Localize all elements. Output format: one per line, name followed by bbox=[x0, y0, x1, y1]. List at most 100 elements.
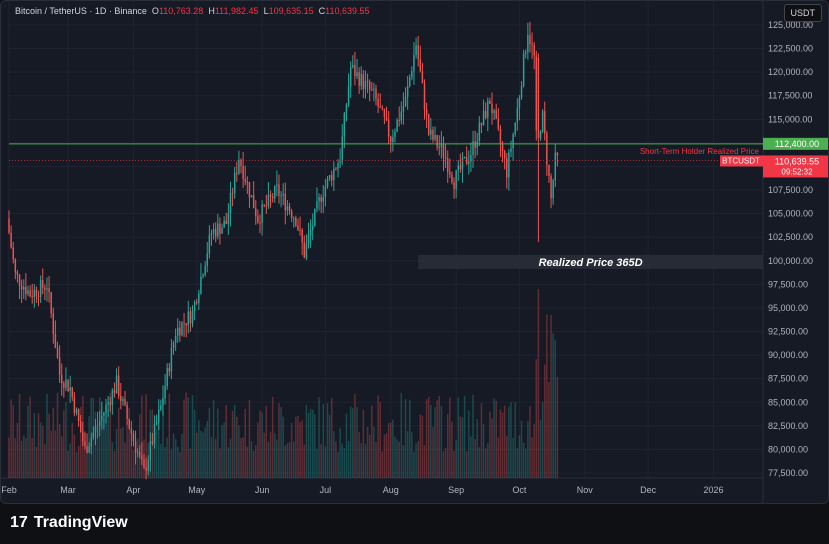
candle-body bbox=[58, 357, 61, 375]
volume-bar bbox=[531, 437, 533, 478]
volume-bar bbox=[263, 432, 265, 478]
volume-bar bbox=[172, 433, 175, 478]
candle-body bbox=[202, 275, 204, 277]
candle-body bbox=[375, 88, 377, 99]
volume-bar bbox=[548, 382, 550, 478]
candle-body bbox=[257, 216, 259, 223]
candle-body bbox=[482, 110, 485, 125]
volume-bar bbox=[455, 439, 457, 478]
brand-name[interactable]: TradingView bbox=[33, 514, 128, 531]
volume-bar bbox=[46, 394, 48, 478]
candle-body bbox=[23, 287, 25, 290]
candle-body bbox=[271, 196, 274, 199]
candle-body bbox=[390, 136, 392, 142]
volume-bar bbox=[105, 405, 107, 478]
volume-bar bbox=[535, 359, 538, 478]
volume-bar bbox=[362, 409, 365, 478]
candle-body bbox=[236, 172, 238, 174]
candle-body bbox=[476, 141, 478, 148]
volume-bar bbox=[107, 408, 109, 478]
candle-body bbox=[69, 387, 71, 391]
candle-body bbox=[470, 154, 472, 162]
candle-body bbox=[387, 119, 390, 137]
candle-body bbox=[174, 335, 177, 343]
candle-body bbox=[322, 197, 325, 202]
candle-body bbox=[320, 197, 322, 202]
candle-body bbox=[362, 74, 365, 89]
candle-body bbox=[339, 161, 341, 163]
candle-body bbox=[179, 327, 181, 336]
candle-body bbox=[311, 225, 314, 231]
candle-body bbox=[543, 110, 546, 134]
candle-body bbox=[60, 374, 63, 384]
candle-body bbox=[394, 131, 396, 138]
volume-bar bbox=[377, 395, 379, 478]
candle-body bbox=[139, 452, 141, 456]
candle-body bbox=[120, 395, 122, 401]
candle-body bbox=[267, 194, 270, 206]
y-tick-label: 102,500.00 bbox=[768, 232, 813, 242]
candle-body bbox=[529, 35, 531, 45]
volume-bar bbox=[10, 399, 12, 478]
candle-body bbox=[337, 162, 339, 169]
sth-price-tag-value: 112,400.00 bbox=[775, 139, 819, 149]
volume-bar bbox=[529, 406, 531, 478]
candle-body bbox=[495, 110, 497, 119]
volume-bar bbox=[360, 442, 362, 478]
volume-bar bbox=[202, 432, 204, 478]
chart-panel[interactable]: Bitcoin / TetherUS · 1D · Binance O110,7… bbox=[0, 0, 829, 504]
volume-bar bbox=[326, 403, 329, 478]
x-tick-label: Nov bbox=[577, 485, 594, 495]
candle-body bbox=[187, 311, 190, 326]
candle-body bbox=[446, 158, 449, 173]
y-tick-label: 105,000.00 bbox=[768, 209, 813, 219]
candle-body bbox=[166, 368, 168, 387]
volume-bar bbox=[79, 406, 82, 478]
candle-body bbox=[333, 168, 335, 181]
volume-bar bbox=[111, 442, 114, 478]
volume-bar bbox=[457, 397, 459, 478]
volume-bar bbox=[162, 396, 164, 478]
volume-bar bbox=[227, 447, 230, 478]
candle-body bbox=[14, 259, 17, 273]
volume-bar bbox=[430, 404, 432, 478]
volume-bar bbox=[474, 439, 476, 478]
y-tick-label: 82,500.00 bbox=[768, 421, 808, 431]
candle-body bbox=[501, 144, 504, 152]
candle-body bbox=[409, 77, 411, 87]
candle-body bbox=[436, 135, 438, 147]
candle-body bbox=[130, 428, 133, 434]
x-tick-label: Dec bbox=[640, 485, 657, 495]
volume-bar bbox=[261, 412, 263, 478]
candle-body bbox=[265, 205, 268, 207]
candle-body bbox=[20, 285, 23, 290]
candle-body bbox=[358, 72, 360, 86]
candle-body bbox=[16, 272, 19, 275]
volume-bar bbox=[185, 392, 187, 478]
candle-body bbox=[147, 460, 149, 471]
candle-body bbox=[396, 119, 398, 132]
candle-body bbox=[489, 100, 491, 104]
volume-bar bbox=[14, 438, 17, 478]
last-price-tag-value: 110,639.55 bbox=[775, 156, 819, 166]
candlestick-chart[interactable]: 77,500.00 80,000.00 82,500.00 85,000.00 87,5… bbox=[1, 1, 829, 504]
volume-bar bbox=[20, 440, 23, 478]
candle-body bbox=[487, 100, 489, 118]
tradingview-logo-icon: 17 bbox=[10, 514, 28, 531]
volume-bar bbox=[390, 422, 392, 478]
volume-bar bbox=[276, 439, 278, 478]
volume-bar bbox=[225, 404, 227, 478]
volume-bar bbox=[269, 431, 272, 478]
volume-bar bbox=[387, 422, 390, 478]
candle-body bbox=[432, 129, 434, 140]
candle-body bbox=[183, 322, 185, 324]
volume-bar bbox=[164, 447, 166, 478]
volume-bar bbox=[478, 447, 481, 478]
volume-bar bbox=[101, 402, 103, 478]
volume-bar bbox=[352, 408, 354, 478]
candle-body bbox=[556, 152, 559, 156]
volume-bar bbox=[514, 402, 516, 478]
candle-body bbox=[356, 72, 358, 77]
candle-body bbox=[160, 405, 162, 410]
currency-button[interactable]: USDT bbox=[783, 4, 822, 22]
